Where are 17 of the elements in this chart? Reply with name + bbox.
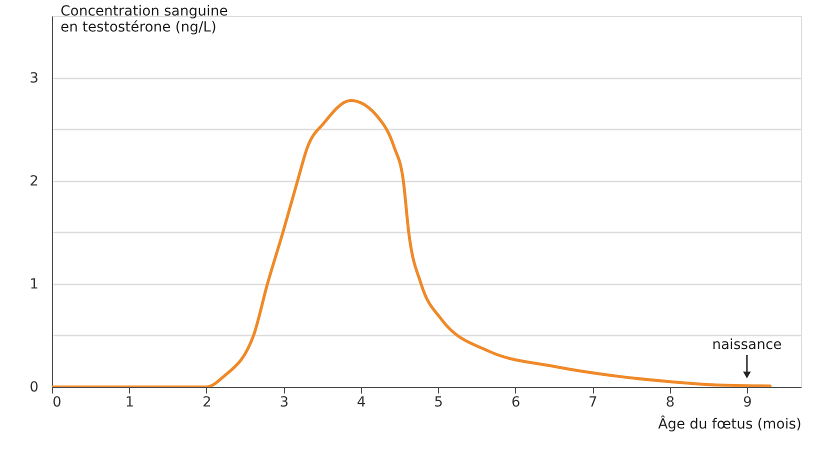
x-tick-label: 2 [202, 394, 212, 410]
x-tick-label: 7 [588, 394, 598, 410]
y-tick-label: 2 [30, 173, 38, 190]
x-tick-label: 9 [742, 394, 752, 410]
y-tick-label: 3 [30, 70, 38, 86]
y-axis-title: Concentration sanguine en testostérone (ng/L) [60, 4, 228, 36]
x-tick-label: 1 [125, 394, 134, 410]
x-axis-title: Âge du fœtus (mois) [658, 416, 802, 432]
x-tick-label: 4 [356, 394, 366, 410]
x-tick-label: 3 [280, 394, 289, 410]
x-tick-label: 0 [52, 394, 62, 410]
y-tick-label: 0 [30, 380, 38, 396]
x-tick-label: 6 [511, 394, 520, 410]
annotation: naissance [712, 336, 782, 353]
x-tick-label: 5 [434, 394, 444, 410]
y-tick-label: 1 [30, 276, 38, 292]
x-tick-label: 8 [666, 394, 675, 410]
